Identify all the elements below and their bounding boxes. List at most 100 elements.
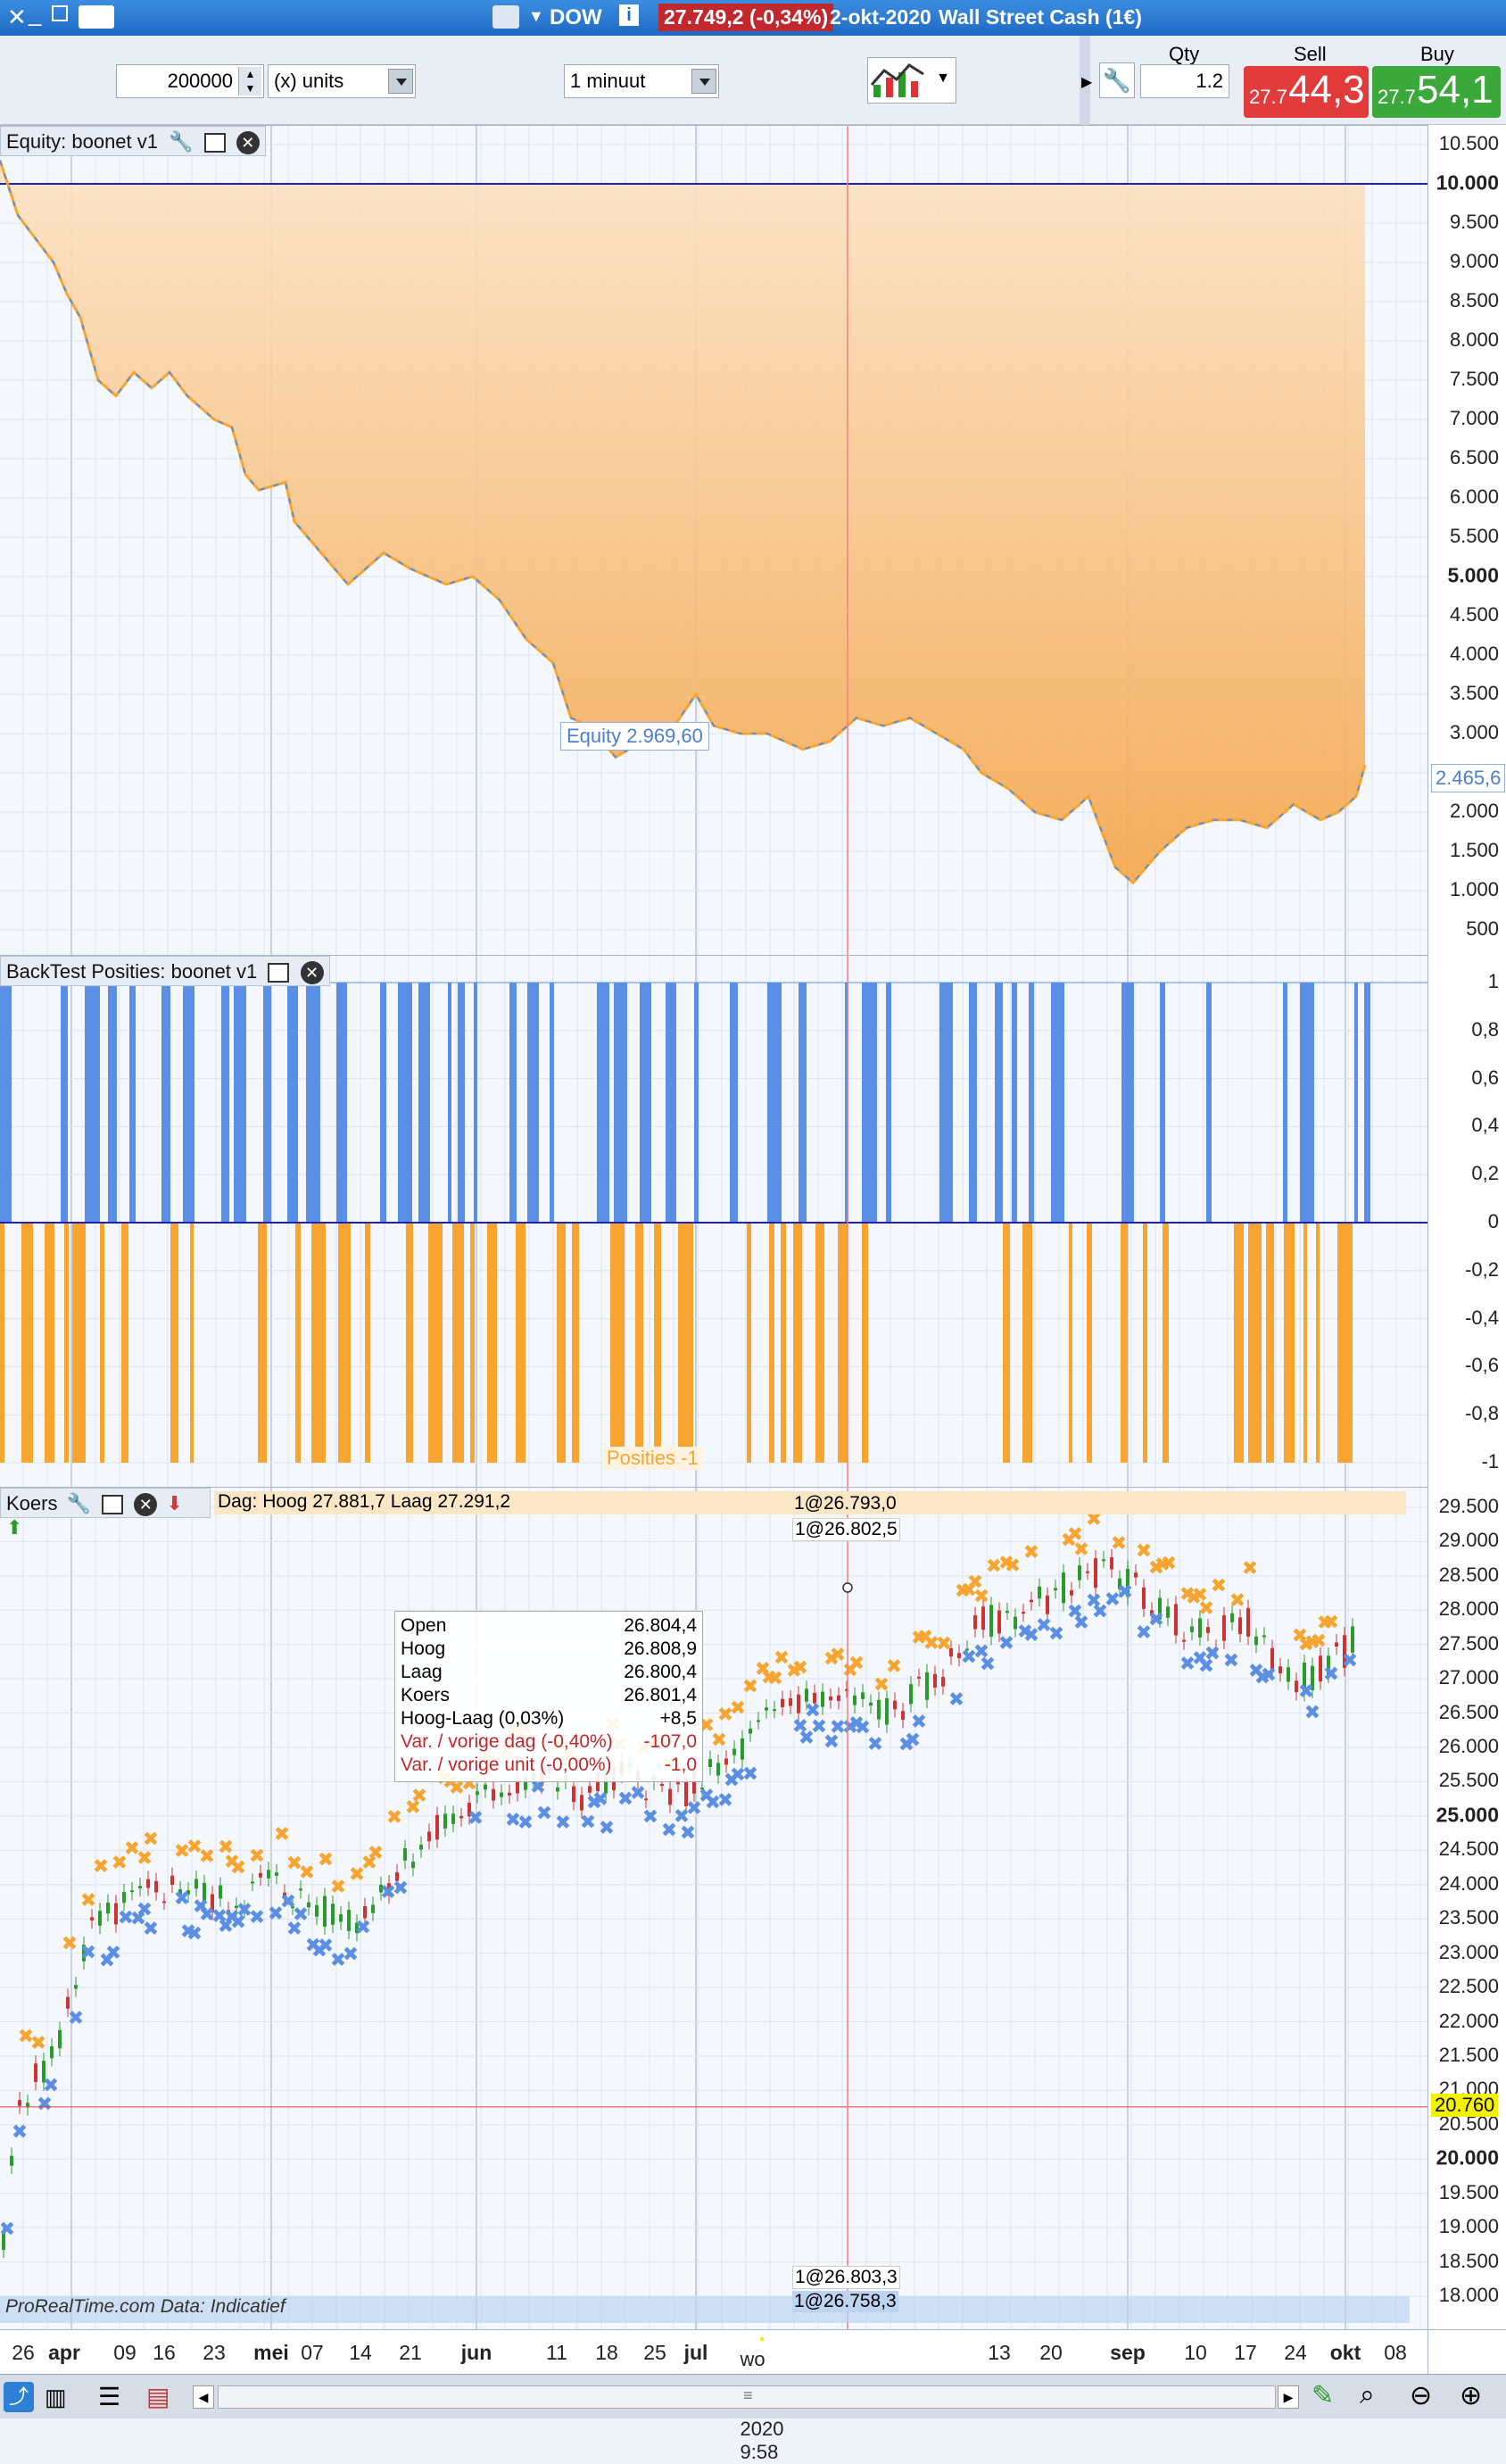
window-icon[interactable] [102,1495,124,1515]
short-bar [470,1223,475,1463]
sell-button[interactable]: 27.7 44,3 [1244,66,1369,118]
window-icon[interactable] [203,133,226,153]
sell-marker: ✖ [274,1823,290,1846]
draw-tool-icon[interactable]: ✎ [1312,2381,1335,2410]
sell-price-prefix: 27.7 [1249,86,1287,108]
candle-body [1102,1559,1105,1562]
sell-marker: ✖ [936,1633,952,1655]
close-panel-icon[interactable]: ✕ [300,961,324,985]
sell-marker: ✖ [742,1676,758,1698]
arrow-up-icon[interactable]: ⬆ [6,1516,23,1539]
sell-marker: ✖ [124,1838,140,1860]
buy-marker: ✖ [842,1717,858,1739]
sell-marker: ✖ [1073,1539,1089,1562]
candle-body [957,1653,961,1658]
long-bar [336,983,347,1223]
sell-marker: ✖ [174,1840,190,1863]
maximize-icon[interactable] [52,5,68,21]
candle-body [757,1720,760,1722]
symbol-label[interactable]: DOW [550,5,602,29]
list-icon[interactable]: ☰ [98,2383,121,2410]
long-bar [161,983,170,1223]
chevron-down-icon[interactable]: ▼ [936,71,950,86]
close-panel-icon[interactable]: ✕ [236,131,260,155]
candle-body [524,1777,527,1790]
long-bar [221,983,229,1223]
candles-icon[interactable]: ▥ [45,2384,67,2410]
buy-marker: ✖ [249,1907,265,1929]
close-icon[interactable]: ✕ [7,4,27,30]
equity-last-value-badge: 2.465,6 [1431,764,1506,792]
keyboard-icon[interactable] [79,5,114,29]
minimize-icon[interactable]: _ [29,0,42,27]
sell-marker: ✖ [230,1857,246,1879]
candle-body [813,1692,816,1704]
scroll-left-button[interactable]: ◀ [193,2385,214,2409]
buy-marker: ✖ [805,1700,821,1722]
share-icon[interactable]: ⤴ [4,2382,34,2412]
buy-marker: ✖ [1261,1664,1277,1687]
arrow-down-icon[interactable]: ⬇ [166,1492,183,1514]
info-icon[interactable]: i [619,4,639,26]
buy-marker: ✖ [1117,1581,1133,1604]
candle-body [877,1699,881,1720]
quantity-input[interactable]: 200000 ▲ ▼ [116,64,264,98]
x-tick-label: jul [683,2341,708,2364]
candle-body [411,1862,415,1869]
window-icon[interactable] [268,963,290,983]
buy-marker: ✖ [830,1716,846,1738]
sell-marker: ✖ [368,1842,384,1864]
sell-marker: ✖ [112,1853,128,1875]
candle-body [1214,1647,1218,1652]
candle-body [1142,1587,1146,1609]
zoom-in-icon[interactable]: ⊕ [1460,2381,1483,2410]
candle-body [443,1813,447,1829]
chart-type-icon[interactable] [492,5,519,29]
y-tick-label: 18.500 [1438,2249,1499,2272]
buy-marker: ✖ [823,1731,840,1754]
chevron-right-icon[interactable]: ▶ [1081,75,1093,90]
date-label: 2-okt-2020 [830,5,931,29]
candle-body [1319,1655,1322,1682]
sell-marker: ✖ [286,1853,302,1875]
candle-body [1078,1565,1081,1580]
ohlc-label: Hoog-Laag (0,03%) [401,1708,565,1729]
wrench-icon[interactable]: 🔧 [66,1492,92,1514]
stepper-icon[interactable]: ▲ ▼ [238,67,261,95]
wrench-icon[interactable]: 🔧 [169,130,194,153]
y-tick-label: 29.500 [1438,1495,1499,1517]
candle-body [451,1813,455,1824]
interval-select[interactable]: 1 minuut [564,64,719,98]
cursor-point [842,1582,853,1593]
chevron-down-icon[interactable] [388,69,413,94]
zoom-fit-icon[interactable]: ⌕ [1360,2380,1375,2410]
chevron-down-icon[interactable]: ▼ [528,7,544,25]
buy-marker: ✖ [180,1921,196,1944]
indicators-icon[interactable]: ▤ [146,2383,170,2410]
x-tick-label: 21 [399,2341,422,2364]
close-panel-icon[interactable]: ✕ [134,1493,158,1517]
candle-body [347,1910,351,1931]
zoom-out-icon[interactable]: ⊖ [1410,2381,1433,2410]
ohlc-row: Laag 26.800,4 [401,1662,697,1685]
y-tick-label: 3.000 [1449,721,1499,743]
chevron-down-icon[interactable] [691,69,716,94]
indicator-button[interactable]: ▼ [867,57,956,104]
wrench-button[interactable]: 🔧 [1099,62,1135,98]
candle-body [1327,1655,1330,1675]
candle-body [684,1778,688,1806]
long-bar [509,983,517,1223]
y-tick-label: 1 [1487,970,1499,992]
candle-body [267,1870,270,1879]
positions-value-text: Posities -1 [607,1447,699,1469]
short-bar [190,1223,194,1463]
sell-marker: ✖ [1192,1584,1208,1606]
scroll-right-button[interactable]: ▶ [1278,2385,1299,2409]
buy-button[interactable]: 27.7 54,1 [1372,66,1501,118]
units-select[interactable]: (x) units [268,64,416,98]
qty-input[interactable]: 1.2 [1140,64,1229,98]
long-bar [458,983,465,1223]
horizontal-scrollbar[interactable]: ≡ [218,2385,1276,2409]
candle-body [1287,1667,1290,1682]
buy-marker: ✖ [505,1809,521,1831]
